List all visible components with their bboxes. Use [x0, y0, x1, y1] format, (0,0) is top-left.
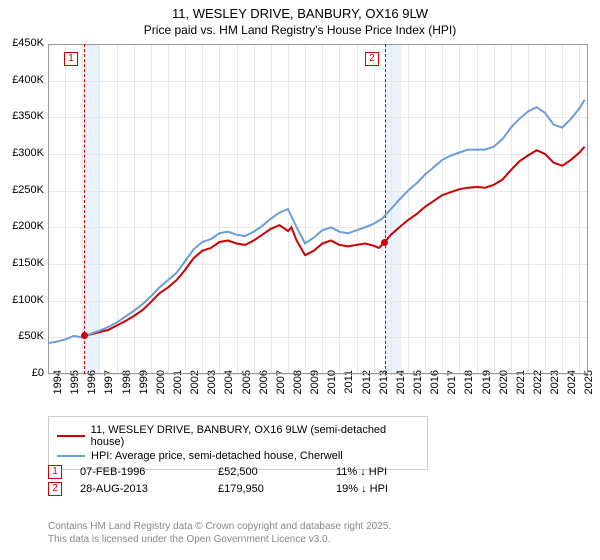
y-axis-label: £450K [2, 37, 44, 49]
x-axis-label: 2024 [566, 370, 578, 410]
x-axis-label: 2022 [532, 370, 544, 410]
x-axis-label: 2003 [206, 370, 218, 410]
x-axis-label: 2006 [258, 370, 270, 410]
y-axis-label: £350K [2, 110, 44, 122]
x-axis-label: 2004 [223, 370, 235, 410]
line-series-svg [48, 44, 588, 374]
table-row: 107-FEB-1996£52,50011% ↓ HPI [48, 465, 416, 479]
y-axis-label: £0 [2, 367, 44, 379]
attribution: Contains HM Land Registry data © Crown c… [48, 520, 391, 546]
chart-title: 11, WESLEY DRIVE, BANBURY, OX16 9LW [0, 0, 600, 21]
x-axis-label: 2019 [481, 370, 493, 410]
x-axis-label: 2017 [446, 370, 458, 410]
transaction-table: 107-FEB-1996£52,50011% ↓ HPI 228-AUG-2013… [48, 462, 416, 499]
x-axis-label: 2014 [395, 370, 407, 410]
x-axis-label: 1997 [103, 370, 115, 410]
transaction-marker: 2 [48, 482, 62, 496]
x-axis-label: 2016 [429, 370, 441, 410]
x-axis-label: 2000 [155, 370, 167, 410]
transaction-marker: 1 [64, 52, 78, 66]
x-axis-label: 1994 [52, 370, 64, 410]
x-axis-label: 2009 [309, 370, 321, 410]
y-axis-label: £250K [2, 184, 44, 196]
attribution-line: This data is licensed under the Open Gov… [48, 533, 391, 546]
x-axis-label: 2018 [463, 370, 475, 410]
x-axis-label: 2007 [275, 370, 287, 410]
x-axis-label: 2010 [326, 370, 338, 410]
legend-item: HPI: Average price, semi-detached house,… [57, 450, 419, 462]
y-axis-label: £50K [2, 330, 44, 342]
x-axis-label: 1998 [121, 370, 133, 410]
x-axis-label: 1995 [69, 370, 81, 410]
x-axis-label: 2011 [343, 370, 355, 410]
x-axis-label: 1996 [86, 370, 98, 410]
chart-plot-area: £0£50K£100K£150K£200K£250K£300K£350K£400… [48, 44, 588, 374]
x-axis-label: 2013 [378, 370, 390, 410]
chart-container: { "title": "11, WESLEY DRIVE, BANBURY, O… [0, 0, 600, 560]
x-axis-label: 2025 [583, 370, 595, 410]
y-axis-label: £150K [2, 257, 44, 269]
legend-item: 11, WESLEY DRIVE, BANBURY, OX16 9LW (sem… [57, 424, 419, 448]
y-axis-label: £400K [2, 74, 44, 86]
transaction-marker: 1 [48, 465, 62, 479]
x-axis-label: 2023 [549, 370, 561, 410]
x-axis-label: 1999 [138, 370, 150, 410]
transaction-marker: 2 [365, 52, 379, 66]
y-axis-label: £300K [2, 147, 44, 159]
y-axis-label: £100K [2, 294, 44, 306]
x-axis-label: 2008 [292, 370, 304, 410]
x-axis-label: 2005 [241, 370, 253, 410]
chart-subtitle: Price paid vs. HM Land Registry's House … [0, 21, 600, 41]
x-axis-label: 2012 [361, 370, 373, 410]
x-axis-label: 2001 [172, 370, 184, 410]
x-axis-label: 2021 [515, 370, 527, 410]
x-axis-label: 2020 [498, 370, 510, 410]
x-axis-label: 2002 [189, 370, 201, 410]
y-axis-label: £200K [2, 220, 44, 232]
x-axis-label: 2015 [412, 370, 424, 410]
table-row: 228-AUG-2013£179,95019% ↓ HPI [48, 482, 416, 496]
attribution-line: Contains HM Land Registry data © Crown c… [48, 520, 391, 533]
